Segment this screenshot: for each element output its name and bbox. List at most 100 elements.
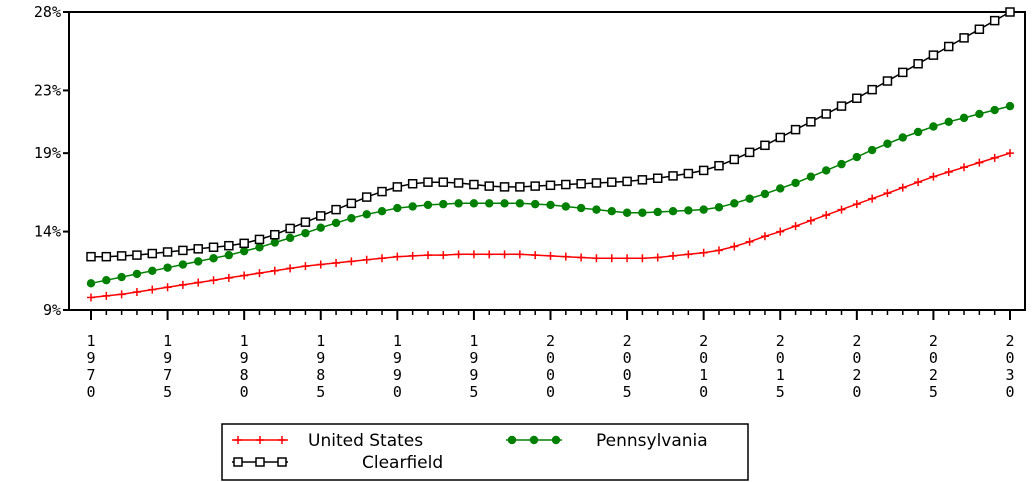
data-point-clearfield [959, 33, 969, 43]
data-point-clearfield [744, 147, 755, 158]
data-point-united-states [960, 163, 969, 172]
data-point-united-states [240, 271, 249, 280]
data-point-united-states [577, 253, 586, 262]
data-point-pennsylvania [500, 199, 509, 208]
data-point-pennsylvania [714, 203, 724, 212]
data-point-united-states [822, 211, 831, 220]
data-point-clearfield [698, 165, 709, 176]
data-point-clearfield [683, 168, 694, 179]
data-point-pennsylvania [270, 238, 279, 247]
data-point-clearfield [407, 178, 418, 189]
data-point-clearfield [423, 177, 433, 187]
legend-key-marker [256, 436, 264, 444]
data-point-clearfield [591, 178, 602, 188]
data-point-pennsylvania [561, 202, 571, 211]
data-point-united-states [760, 232, 769, 241]
data-point-pennsylvania [638, 208, 647, 217]
data-point-united-states [423, 251, 432, 260]
data-point-united-states [714, 246, 723, 255]
legend-key-marker [507, 435, 517, 445]
data-point-united-states [163, 283, 172, 292]
data-point-united-states [301, 262, 310, 271]
data-point-clearfield [913, 59, 923, 69]
data-point-clearfield [561, 179, 571, 190]
data-point-united-states [209, 276, 218, 285]
data-point-clearfield [132, 250, 142, 260]
data-point-pennsylvania [423, 200, 433, 210]
data-point-clearfield [285, 223, 295, 234]
data-point-clearfield [668, 171, 678, 181]
data-point-pennsylvania [117, 272, 126, 282]
data-point-united-states [469, 250, 478, 259]
data-point-united-states [286, 264, 295, 273]
data-point-clearfield [361, 192, 372, 202]
data-point-united-states [623, 254, 632, 263]
data-point-clearfield [974, 24, 985, 35]
data-point-clearfield [867, 84, 877, 95]
data-point-united-states [546, 251, 555, 260]
data-point-united-states [102, 291, 111, 300]
data-point-clearfield [898, 67, 908, 78]
data-point-clearfield [821, 109, 831, 119]
data-point-clearfield [377, 186, 387, 197]
data-point-united-states [607, 254, 616, 263]
data-point-clearfield [193, 244, 203, 254]
data-point-pennsylvania [791, 178, 800, 188]
data-point-clearfield [989, 15, 1000, 26]
data-point-united-states [270, 266, 279, 275]
data-point-pennsylvania [255, 243, 264, 252]
data-point-united-states [868, 194, 877, 203]
data-point-united-states [178, 280, 187, 289]
legend-key-marker [255, 457, 265, 467]
data-point-clearfield [576, 178, 586, 189]
data-point-clearfield [806, 117, 816, 127]
legend-key-marker [551, 435, 561, 445]
data-point-pennsylvania [362, 210, 371, 219]
data-point-united-states [929, 172, 938, 181]
data-point-clearfield [300, 217, 311, 227]
data-point-united-states [561, 252, 570, 261]
data-point-pennsylvania [576, 203, 586, 213]
data-point-united-states [837, 205, 846, 214]
series-united-states [87, 149, 1014, 302]
data-point-united-states [975, 158, 984, 167]
data-point-clearfield [239, 238, 249, 249]
data-point-clearfield [254, 234, 265, 245]
data-point-clearfield [178, 245, 188, 256]
data-point-pennsylvania [469, 199, 479, 208]
data-point-united-states [408, 251, 417, 260]
data-point-clearfield [438, 177, 449, 187]
data-point-clearfield [270, 229, 280, 240]
legend-key-marker [234, 436, 242, 444]
data-point-clearfield [453, 178, 464, 188]
data-point-clearfield [943, 41, 954, 52]
x-axis: 1 9 7 0 1 9 7 5 1 9 8 0 1 9 8 5 1 9 9 0 1 9 9 5 2 0 0 0 2 0 0 5 2 0 1 0 2 0 1 5… [86, 310, 1015, 401]
legend-key-united-states [232, 436, 288, 444]
y-tick-label: 23% [34, 81, 61, 99]
data-point-clearfield [836, 101, 847, 111]
y-tick-label: 28% [34, 3, 61, 21]
data-point-pennsylvania [607, 206, 616, 216]
data-point-clearfield [162, 247, 173, 257]
data-point-pennsylvania [684, 206, 693, 215]
data-point-pennsylvania [622, 208, 632, 217]
data-point-united-states [653, 253, 662, 262]
data-point-clearfield [499, 182, 510, 192]
data-point-united-states [255, 269, 264, 278]
data-point-clearfield [346, 198, 357, 209]
data-point-clearfield [116, 251, 127, 261]
data-point-pennsylvania [944, 117, 953, 126]
data-point-clearfield [392, 182, 403, 192]
data-point-pennsylvania [959, 113, 969, 123]
data-point-pennsylvania [316, 223, 325, 232]
data-point-clearfield [469, 179, 479, 190]
data-point-united-states [347, 257, 356, 266]
data-point-united-states [592, 254, 601, 263]
data-point-pennsylvania [990, 105, 999, 115]
